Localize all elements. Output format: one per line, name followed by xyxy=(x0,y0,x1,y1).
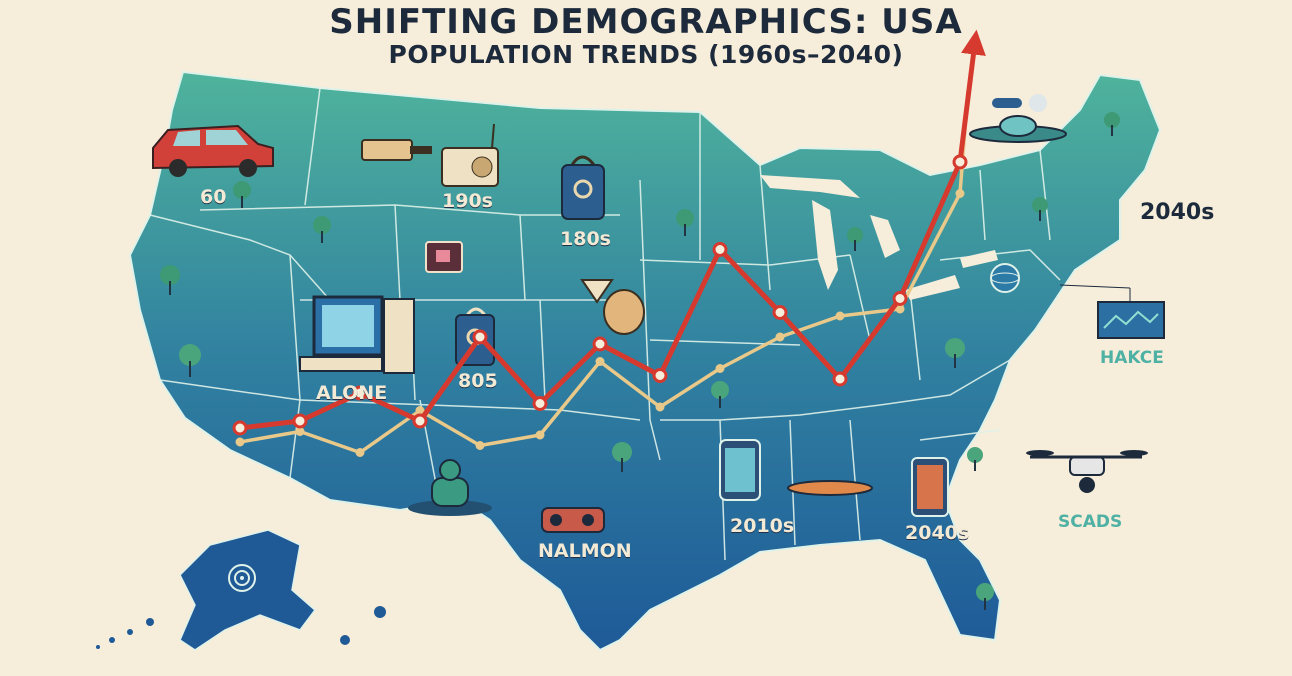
tree-icon xyxy=(967,447,983,471)
state-borders xyxy=(149,87,1061,561)
data-point-yellow-5 xyxy=(535,430,545,440)
tree-icon xyxy=(945,338,965,368)
data-point-red-1 xyxy=(292,413,308,429)
ufo-icon xyxy=(969,115,1067,143)
data-point-yellow-4 xyxy=(475,441,485,450)
data-point-red-4 xyxy=(472,329,488,345)
drone-icon xyxy=(1026,450,1148,493)
data-point-yellow-9 xyxy=(775,332,785,342)
car-icon xyxy=(152,124,274,177)
robot-icon xyxy=(408,459,492,516)
globe-icon xyxy=(990,263,1020,293)
data-point-yellow-7 xyxy=(655,402,665,412)
data-point-yellow-0 xyxy=(235,437,245,447)
data-point-red-5 xyxy=(532,396,548,411)
tree-icon xyxy=(233,181,251,208)
target-icon xyxy=(228,564,256,592)
data-point-red-10 xyxy=(832,371,848,387)
data-point-red-2 xyxy=(352,385,368,401)
data-point-red-6 xyxy=(592,336,608,352)
data-point-red-9 xyxy=(772,305,788,320)
data-point-red-12 xyxy=(952,154,968,170)
tree-icon xyxy=(1104,112,1120,136)
monitor-connector xyxy=(1059,284,1131,289)
contiguous-us-shape xyxy=(128,70,1162,652)
tree-icon xyxy=(676,209,694,236)
label-2040s-small: 2040s xyxy=(905,522,970,544)
tree-icon xyxy=(847,227,863,251)
tree-icon xyxy=(612,442,632,472)
monitor-icon xyxy=(1097,301,1165,339)
trees xyxy=(160,112,1120,610)
hoverboard-icon xyxy=(787,480,873,496)
tree-icon xyxy=(179,344,201,377)
retro-box-icon xyxy=(425,241,463,273)
keyboard-icon xyxy=(361,139,432,161)
data-point-yellow-6 xyxy=(595,357,605,366)
tree-icon xyxy=(711,381,729,408)
capsule-icon xyxy=(992,94,1047,112)
data-point-yellow-10 xyxy=(835,311,845,321)
label-2010s: 2010s xyxy=(730,515,795,537)
data-point-red-0 xyxy=(232,420,248,436)
data-point-yellow-12 xyxy=(955,189,965,198)
tree-icon xyxy=(1032,197,1048,221)
great-lakes xyxy=(760,175,998,300)
radio-icon xyxy=(441,123,499,187)
cocktail-icon xyxy=(580,279,645,335)
data-point-red-11 xyxy=(892,291,908,306)
label-60: 60 xyxy=(200,186,227,208)
trend-chart xyxy=(232,29,986,457)
gulf-coast xyxy=(690,580,760,610)
data-point-yellow-1 xyxy=(295,427,305,436)
label-190s: 190s xyxy=(442,190,493,212)
label-nalmon: NALMON xyxy=(538,540,632,562)
label-scads: SCADS xyxy=(1058,512,1123,532)
data-point-red-3 xyxy=(412,413,428,429)
page-subtitle: POPULATION TRENDS (1960s–2040) xyxy=(388,40,904,69)
label-180s: 180s xyxy=(560,228,611,250)
tablet-icon xyxy=(911,457,949,517)
data-point-yellow-8 xyxy=(715,364,725,373)
alaska-islands xyxy=(96,606,386,649)
machine-icon xyxy=(541,507,605,533)
smartphone-icon xyxy=(719,439,761,501)
padlock-icon xyxy=(561,155,605,220)
label-alone: ALONE xyxy=(316,382,388,404)
tree-icon xyxy=(160,265,180,295)
tree-icon xyxy=(313,216,331,243)
data-point-red-7 xyxy=(652,368,668,383)
computer-icon xyxy=(299,295,415,374)
label-hakce: HAKCE xyxy=(1100,348,1164,368)
page-title: SHIFTING DEMOGRAPHICS: USA xyxy=(329,2,963,42)
label-2040s-big: 2040s xyxy=(1140,200,1215,225)
label-805: 805 xyxy=(458,370,498,392)
trend-arrow xyxy=(957,29,986,163)
tree-icon xyxy=(976,583,994,610)
data-point-red-8 xyxy=(712,242,728,257)
data-point-yellow-2 xyxy=(355,448,365,457)
